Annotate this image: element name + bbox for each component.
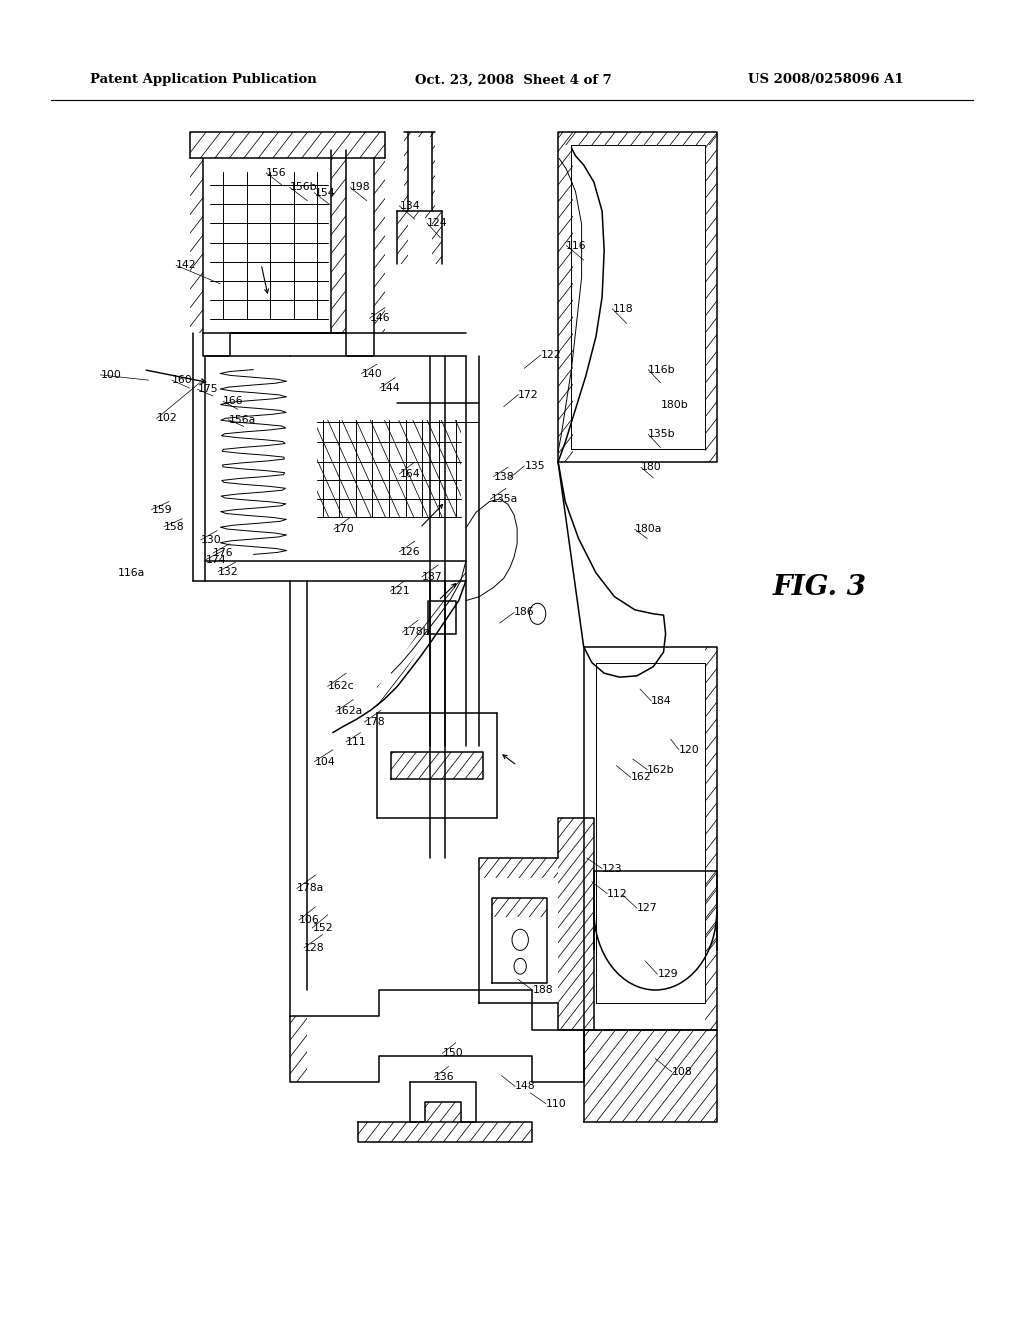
- Text: 128: 128: [304, 942, 325, 953]
- Text: 180: 180: [641, 462, 662, 473]
- Text: 176: 176: [213, 548, 233, 558]
- Text: 127: 127: [637, 903, 657, 913]
- Text: 129: 129: [657, 969, 678, 979]
- Text: 136: 136: [434, 1072, 455, 1082]
- Text: 104: 104: [314, 756, 335, 767]
- Text: 122: 122: [541, 350, 561, 360]
- Text: 170: 170: [334, 524, 354, 535]
- Text: 150: 150: [442, 1048, 463, 1059]
- Text: 166: 166: [223, 396, 244, 407]
- Text: 134: 134: [399, 201, 420, 211]
- Text: 175: 175: [198, 384, 218, 395]
- Text: 162a: 162a: [336, 706, 364, 717]
- Text: 140: 140: [361, 368, 382, 379]
- Text: 102: 102: [157, 413, 177, 424]
- Text: 110: 110: [546, 1098, 566, 1109]
- Text: 198: 198: [350, 182, 371, 193]
- Text: 156a: 156a: [228, 414, 256, 425]
- Text: 126: 126: [399, 546, 420, 557]
- Text: 186: 186: [514, 607, 535, 618]
- Text: 135: 135: [524, 461, 545, 471]
- Text: 123: 123: [602, 863, 623, 874]
- Text: 116: 116: [566, 240, 587, 251]
- Text: 135b: 135b: [648, 429, 676, 440]
- Text: 162: 162: [631, 772, 651, 783]
- Text: 162b: 162b: [647, 764, 675, 775]
- Text: 124: 124: [427, 218, 447, 228]
- Text: 180a: 180a: [635, 524, 663, 535]
- Text: 178: 178: [365, 717, 385, 727]
- Text: 158: 158: [164, 521, 184, 532]
- Text: 156b: 156b: [290, 182, 317, 193]
- Text: 164: 164: [399, 469, 420, 479]
- Text: 138: 138: [494, 471, 514, 482]
- Text: 187: 187: [422, 572, 442, 582]
- Text: 152: 152: [312, 923, 333, 933]
- Text: 116b: 116b: [648, 364, 676, 375]
- Text: 174: 174: [206, 554, 226, 565]
- Text: 178a: 178a: [297, 883, 325, 894]
- Text: 188: 188: [532, 985, 553, 995]
- Text: 156: 156: [266, 168, 287, 178]
- Text: 142: 142: [176, 260, 197, 271]
- Text: 120: 120: [679, 744, 699, 755]
- Text: FIG. 3: FIG. 3: [773, 574, 867, 601]
- Text: 160: 160: [172, 375, 193, 385]
- Text: 121: 121: [390, 586, 411, 597]
- Text: 148: 148: [515, 1081, 536, 1092]
- Text: 172: 172: [518, 389, 539, 400]
- Text: 178b: 178b: [402, 627, 430, 638]
- Text: 162c: 162c: [328, 681, 354, 692]
- Text: Oct. 23, 2008  Sheet 4 of 7: Oct. 23, 2008 Sheet 4 of 7: [415, 74, 611, 87]
- Text: 154: 154: [314, 187, 335, 198]
- Text: 130: 130: [201, 535, 221, 545]
- Text: 106: 106: [299, 915, 319, 925]
- Text: US 2008/0258096 A1: US 2008/0258096 A1: [748, 74, 903, 87]
- Text: 135a: 135a: [490, 494, 518, 504]
- Text: 112: 112: [607, 888, 628, 899]
- Text: 111: 111: [346, 737, 367, 747]
- Text: 100: 100: [100, 370, 121, 380]
- Text: 184: 184: [651, 696, 672, 706]
- Text: Patent Application Publication: Patent Application Publication: [90, 74, 316, 87]
- Text: 118: 118: [612, 304, 633, 314]
- Text: 146: 146: [370, 313, 390, 323]
- Text: 180b: 180b: [660, 400, 688, 411]
- Text: 159: 159: [152, 504, 172, 515]
- Text: 132: 132: [218, 566, 239, 577]
- Text: 108: 108: [672, 1067, 692, 1077]
- Text: 144: 144: [380, 383, 400, 393]
- Text: 116a: 116a: [118, 568, 145, 578]
